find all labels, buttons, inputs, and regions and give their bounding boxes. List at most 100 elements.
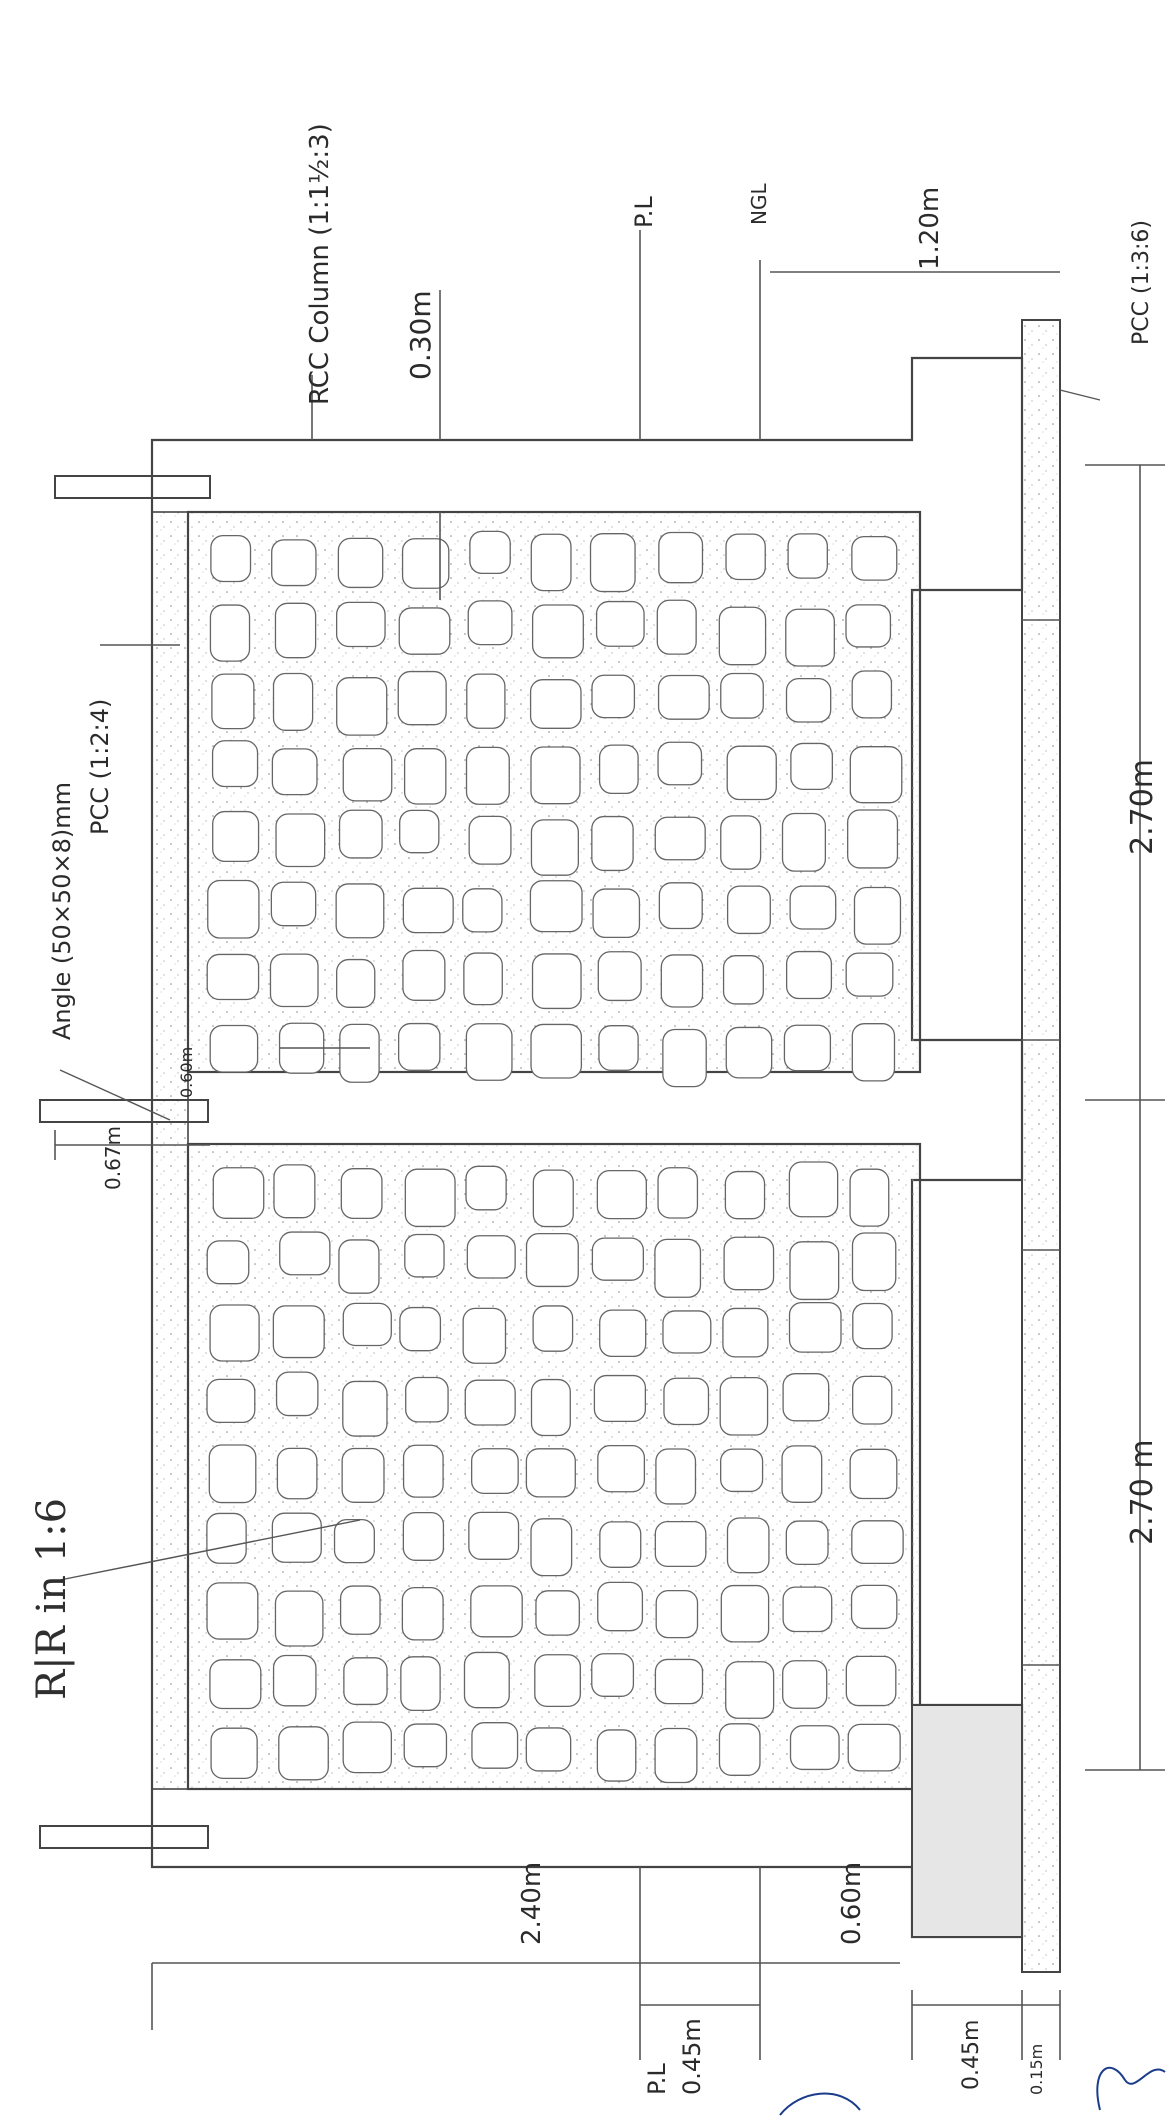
stone [209, 1304, 260, 1362]
stone [467, 600, 513, 646]
stone [402, 1444, 444, 1498]
stone [462, 888, 503, 933]
stone [658, 531, 704, 584]
stone [399, 809, 440, 854]
stone [845, 604, 892, 648]
stone [531, 953, 582, 1010]
stone [212, 1167, 265, 1219]
stone [465, 1023, 513, 1081]
dim-120-label: 1.20m [915, 187, 945, 270]
stone [660, 954, 704, 1008]
stone [209, 1024, 259, 1073]
stone [278, 1726, 329, 1781]
stone [781, 1445, 823, 1503]
stone [723, 1236, 775, 1291]
stone [272, 672, 314, 731]
stone [276, 1447, 318, 1500]
stone [339, 1023, 380, 1083]
stone [591, 1653, 635, 1697]
dim-030-label: 0.30m [404, 290, 437, 380]
stone [404, 1168, 456, 1228]
pl-top-label: P.L [630, 196, 658, 228]
stone [530, 533, 572, 592]
stone [397, 670, 447, 726]
stone [663, 1377, 710, 1426]
stone [468, 1511, 520, 1560]
stone [210, 534, 252, 583]
stone [206, 1240, 250, 1285]
stone [211, 740, 259, 788]
stone [847, 809, 899, 869]
stone [206, 1512, 247, 1564]
stone [654, 1727, 698, 1784]
stone [271, 748, 318, 796]
stone [720, 1448, 764, 1493]
stone [789, 1725, 840, 1771]
stone [788, 1161, 839, 1218]
stone [718, 1723, 761, 1776]
dim-045-right-label: 0.45m [959, 2020, 984, 2090]
stone [279, 1231, 331, 1276]
stone [335, 601, 386, 648]
stone [785, 950, 833, 1000]
dim-015-label: 0.15m [1027, 2044, 1046, 2095]
stone [598, 744, 639, 795]
stone [726, 1517, 770, 1574]
stone [658, 882, 703, 930]
stone [849, 746, 903, 804]
stone [845, 1655, 897, 1707]
stone [596, 1169, 647, 1220]
stone [591, 1237, 644, 1281]
stone [402, 887, 454, 934]
stone [470, 1448, 519, 1494]
stone [272, 1305, 325, 1359]
stone [208, 1444, 257, 1504]
dim-270b-label: 2.70 m [1125, 1439, 1160, 1545]
stone [530, 1378, 571, 1437]
stone [399, 1306, 442, 1352]
stone [465, 746, 510, 805]
stone [785, 677, 832, 723]
stone [720, 672, 764, 719]
stone [654, 1658, 704, 1705]
stone [724, 1170, 766, 1220]
angle-label: Angle (50×50×8)mm [48, 782, 76, 1040]
stone [403, 1723, 448, 1768]
stone [851, 535, 898, 581]
stone [336, 958, 376, 1008]
stone [398, 607, 451, 655]
stone [269, 953, 319, 1008]
stone [851, 1023, 896, 1082]
stone [782, 1373, 830, 1422]
stone [847, 1723, 901, 1772]
stone [404, 1233, 445, 1278]
stone [591, 674, 636, 719]
stone [274, 602, 317, 659]
stone [397, 1022, 441, 1071]
dim-060-bottom-label: 0.60m [837, 1862, 867, 1945]
stone [401, 1586, 444, 1641]
dim-270a-label: 2.70m [1125, 759, 1160, 855]
stone [654, 1520, 707, 1567]
stone [657, 1167, 699, 1219]
stone [343, 1657, 388, 1706]
stone [270, 881, 317, 927]
stone [275, 813, 326, 868]
pcc-136-label: PCC (1:3:6) [1129, 220, 1154, 345]
dim-067-label: 0.67m [101, 1126, 125, 1190]
stone [340, 1168, 383, 1220]
stone [781, 812, 827, 872]
stone [335, 883, 385, 939]
stone [337, 537, 384, 589]
stone [534, 1654, 581, 1707]
stone [530, 1518, 573, 1577]
dim-060-top-label: 0.60m [177, 1047, 196, 1098]
stone [525, 1727, 572, 1772]
pcc-footing [1021, 319, 1061, 1973]
stone [718, 606, 767, 666]
stone [271, 539, 317, 587]
stone [402, 1512, 445, 1561]
stone [338, 1239, 380, 1294]
stone [850, 1584, 898, 1630]
stone [272, 1654, 317, 1707]
